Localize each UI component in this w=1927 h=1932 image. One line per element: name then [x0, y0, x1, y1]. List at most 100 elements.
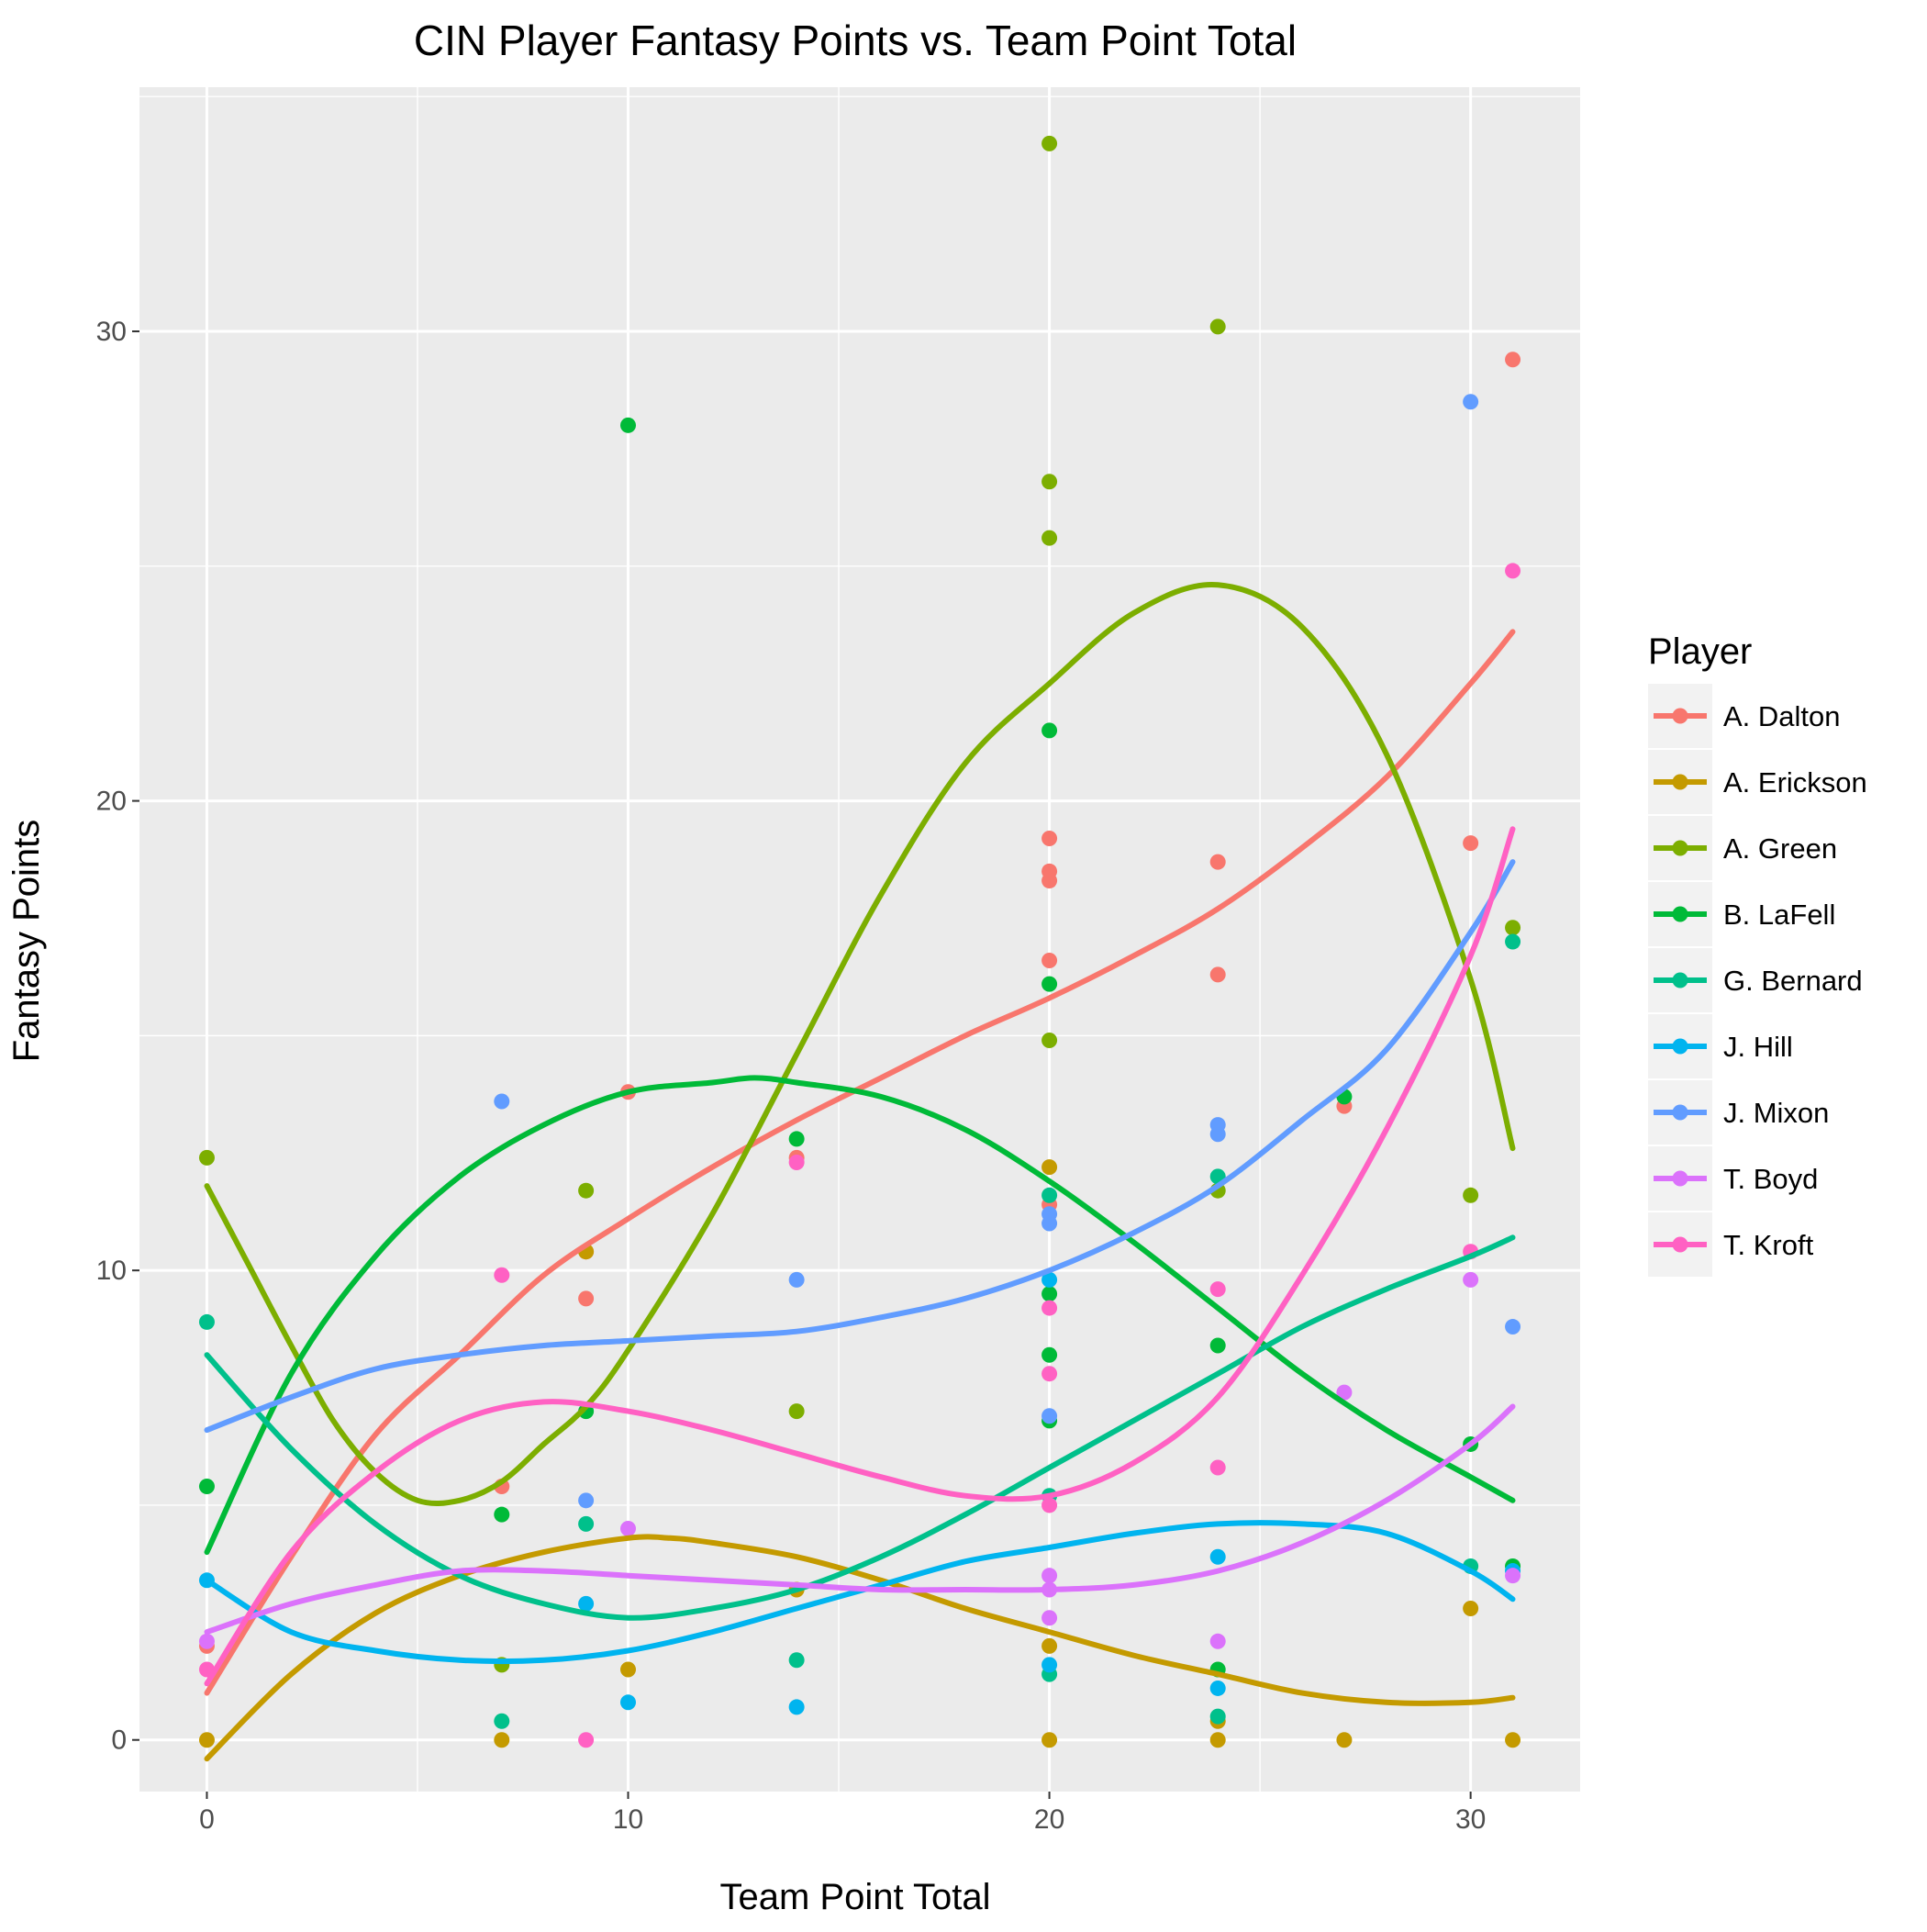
data-point — [1209, 1708, 1226, 1725]
data-point — [1041, 1346, 1058, 1363]
legend-label: A. Erickson — [1723, 766, 1867, 798]
series-trend-line — [204, 859, 1516, 1434]
data-point — [1041, 1187, 1058, 1203]
legend-label: G. Bernard — [1723, 965, 1863, 997]
legend-item: G. Bernard — [1648, 948, 1863, 1012]
series-trend-line — [204, 1075, 1516, 1556]
data-point — [788, 1652, 805, 1669]
data-point — [198, 1149, 215, 1166]
data-point — [1209, 1633, 1226, 1649]
data-point — [1041, 953, 1058, 969]
data-point — [198, 1732, 215, 1748]
data-point — [1505, 1568, 1521, 1584]
data-point — [578, 1595, 595, 1612]
data-point — [788, 1154, 805, 1170]
y-axis-label: Fantasy Points — [6, 820, 47, 1063]
data-point — [620, 1521, 637, 1537]
data-point — [1336, 1384, 1353, 1401]
data-point — [1041, 1271, 1058, 1288]
legend-label: J. Hill — [1723, 1031, 1793, 1063]
data-point — [620, 1661, 637, 1678]
data-point — [1041, 1568, 1058, 1584]
data-point — [494, 1713, 510, 1729]
legend-item: A. Dalton — [1648, 684, 1841, 748]
data-point — [1041, 722, 1058, 739]
data-point — [1041, 135, 1058, 151]
legend-item: J. Hill — [1648, 1014, 1793, 1078]
data-point — [788, 1403, 805, 1420]
data-point — [1209, 1459, 1226, 1476]
legend-item: T. Kroft — [1648, 1212, 1814, 1277]
data-point — [1505, 920, 1521, 936]
y-tick-label: 10 — [96, 1256, 127, 1286]
y-tick-label: 30 — [96, 317, 127, 347]
legend-item: B. LaFell — [1648, 882, 1835, 946]
data-point — [1041, 831, 1058, 847]
x-tick-label: 10 — [613, 1804, 643, 1835]
data-point — [578, 1732, 595, 1748]
legend-item: T. Boyd — [1648, 1146, 1818, 1211]
plot-area: 0 10 20 30 0 10 20 30 — [96, 87, 1580, 1835]
data-point — [494, 1506, 510, 1523]
data-point — [198, 1633, 215, 1649]
data-point — [1041, 1408, 1058, 1424]
trend-lines — [204, 582, 1516, 1762]
data-point — [1505, 563, 1521, 579]
data-point — [1463, 1187, 1479, 1203]
legend-key-point — [1672, 906, 1688, 922]
data-point — [1041, 1637, 1058, 1654]
data-point — [620, 417, 637, 433]
legend-key-point — [1672, 774, 1688, 790]
legend-key-point — [1672, 972, 1688, 988]
series-trend-line — [204, 1403, 1516, 1636]
data-point — [578, 1492, 595, 1509]
data-point — [1041, 1366, 1058, 1382]
data-point — [1463, 1600, 1479, 1616]
data-point — [1209, 1126, 1226, 1143]
gridlines — [139, 87, 1580, 1792]
data-point — [1041, 1159, 1058, 1176]
series-trend-line — [204, 1234, 1516, 1621]
data-point — [1336, 1732, 1353, 1748]
data-point — [494, 1267, 510, 1283]
chart-title: CIN Player Fantasy Points vs. Team Point… — [414, 17, 1297, 64]
data-point — [1463, 1271, 1479, 1288]
legend-label: T. Boyd — [1723, 1163, 1818, 1195]
series-trend-line — [204, 1534, 1516, 1762]
data-point — [1041, 1657, 1058, 1673]
x-tick-label: 20 — [1034, 1804, 1064, 1835]
data-point — [1209, 1548, 1226, 1565]
data-point — [1209, 1281, 1226, 1298]
legend-key-point — [1672, 1236, 1688, 1253]
legend-label: J. Mixon — [1723, 1097, 1829, 1129]
legend-key-point — [1672, 708, 1688, 724]
data-point — [1041, 1610, 1058, 1626]
legend-key-point — [1672, 840, 1688, 856]
data-point — [578, 1290, 595, 1307]
y-tick-label: 20 — [96, 787, 127, 817]
data-point — [494, 1732, 510, 1748]
data-point — [1209, 1337, 1226, 1354]
data-point — [788, 1699, 805, 1715]
data-point — [1209, 318, 1226, 335]
series-trend-line — [204, 1520, 1516, 1665]
data-point — [1209, 966, 1226, 983]
legend-label: B. LaFell — [1723, 899, 1835, 931]
x-tick-label: 0 — [199, 1804, 215, 1835]
data-point — [198, 1313, 215, 1330]
data-point — [1505, 933, 1521, 950]
legend-key-point — [1672, 1104, 1688, 1121]
data-point — [1463, 394, 1479, 410]
data-point — [1041, 1497, 1058, 1513]
data-point — [1041, 1032, 1058, 1048]
data-point — [620, 1694, 637, 1711]
data-point — [788, 1131, 805, 1147]
legend-item: A. Erickson — [1648, 750, 1867, 814]
data-point — [494, 1093, 510, 1110]
legend: A. Dalton A. Erickson A. Green B. LaFell G. … — [1648, 684, 1867, 1277]
data-point — [1505, 1319, 1521, 1335]
legend-label: A. Green — [1723, 832, 1837, 865]
legend-item: A. Green — [1648, 816, 1837, 880]
